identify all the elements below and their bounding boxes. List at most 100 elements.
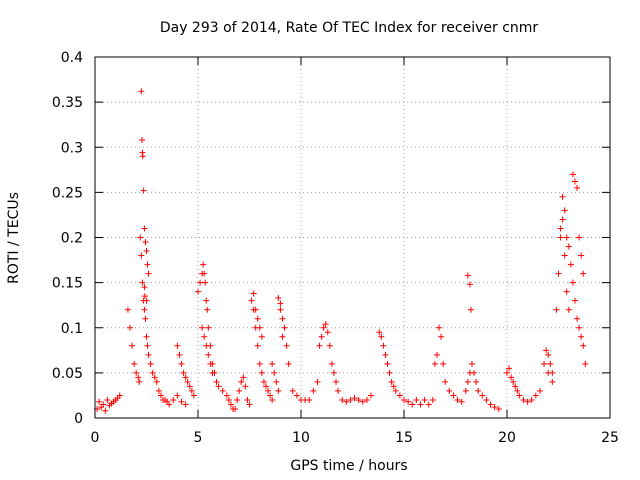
data-point <box>541 360 548 367</box>
data-point <box>155 387 162 394</box>
data-point <box>333 378 340 385</box>
data-point <box>223 392 230 399</box>
data-point <box>283 342 290 349</box>
data-point <box>567 261 574 268</box>
data-point <box>330 369 337 376</box>
data-point <box>578 252 585 259</box>
data-point <box>464 272 471 279</box>
data-point <box>153 378 160 385</box>
data-point <box>413 396 420 403</box>
data-points <box>94 88 589 414</box>
data-point <box>514 387 521 394</box>
data-point <box>205 324 212 331</box>
data-point <box>124 306 131 313</box>
data-point <box>201 333 208 340</box>
data-point <box>254 315 261 322</box>
data-point <box>252 306 259 313</box>
data-point <box>225 396 232 403</box>
data-point <box>516 392 523 399</box>
x-tick-label: 20 <box>498 430 516 446</box>
data-point <box>433 351 440 358</box>
data-point <box>250 290 257 297</box>
data-point <box>351 395 358 402</box>
data-point <box>265 387 272 394</box>
data-point <box>142 315 149 322</box>
data-point <box>127 324 134 331</box>
data-point <box>178 398 185 405</box>
data-point <box>147 360 154 367</box>
data-point <box>234 396 241 403</box>
data-point <box>279 333 286 340</box>
data-point <box>246 401 253 408</box>
data-point <box>203 342 210 349</box>
data-point <box>203 297 210 304</box>
data-point <box>100 401 107 408</box>
data-point <box>170 396 177 403</box>
data-point <box>166 401 173 408</box>
y-tick-label: 0.2 <box>61 231 83 247</box>
data-point <box>421 396 428 403</box>
data-point <box>347 396 354 403</box>
data-point <box>139 279 146 286</box>
data-point <box>275 387 282 394</box>
data-point <box>285 360 292 367</box>
data-point <box>137 234 144 241</box>
data-point <box>145 270 152 277</box>
y-tick-label: 0.15 <box>52 276 83 292</box>
data-point <box>188 387 195 394</box>
data-point <box>219 387 226 394</box>
data-point <box>563 288 570 295</box>
data-point <box>135 374 142 381</box>
data-point <box>240 374 247 381</box>
data-point <box>184 378 191 385</box>
data-point <box>574 184 581 191</box>
data-point <box>318 333 325 340</box>
data-point <box>289 387 296 394</box>
data-point <box>495 405 502 412</box>
data-point <box>275 294 282 301</box>
data-point <box>553 306 560 313</box>
y-tick-label: 0.3 <box>61 140 83 156</box>
data-point <box>368 392 375 399</box>
data-point <box>571 297 578 304</box>
data-point <box>204 306 211 313</box>
data-point <box>429 396 436 403</box>
data-point <box>178 360 185 367</box>
data-point <box>467 306 474 313</box>
data-point <box>328 360 335 367</box>
data-point <box>569 279 576 286</box>
data-point <box>131 360 138 367</box>
y-tick-label: 0.05 <box>52 366 83 382</box>
x-tick-label: 10 <box>292 430 310 446</box>
data-point <box>561 207 568 214</box>
data-point <box>473 378 480 385</box>
data-point <box>141 306 148 313</box>
data-point <box>563 234 570 241</box>
data-point <box>487 401 494 408</box>
data-point <box>574 315 581 322</box>
data-point <box>578 333 585 340</box>
data-point <box>262 383 269 390</box>
data-point <box>277 300 284 307</box>
data-point <box>359 398 366 405</box>
data-point <box>256 324 263 331</box>
data-point <box>293 392 300 399</box>
data-point <box>200 261 207 268</box>
data-point <box>316 342 323 349</box>
data-point <box>547 360 554 367</box>
data-point <box>468 360 475 367</box>
data-point <box>543 347 550 354</box>
data-point <box>215 383 222 390</box>
data-point <box>409 401 416 408</box>
data-point <box>475 387 482 394</box>
data-point <box>506 365 513 372</box>
data-point <box>536 387 543 394</box>
data-point <box>549 369 556 376</box>
data-point <box>580 342 587 349</box>
data-point <box>458 398 465 405</box>
data-point <box>129 342 136 349</box>
data-point <box>96 398 103 405</box>
plot-frame <box>94 56 611 419</box>
data-point <box>227 401 234 408</box>
